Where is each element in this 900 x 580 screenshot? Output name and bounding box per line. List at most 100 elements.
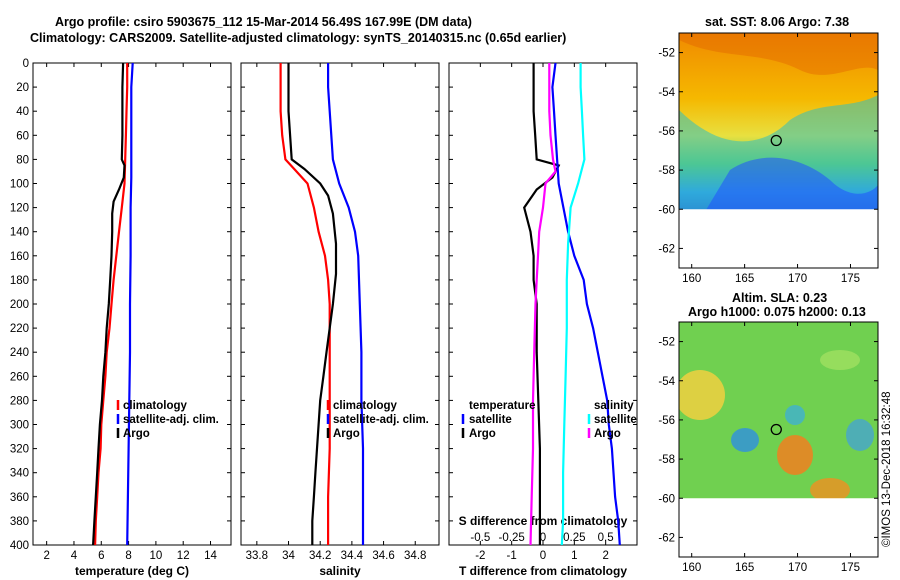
x-tick-label: 1 [571, 550, 577, 562]
legend-label-climatology: climatology [123, 400, 188, 412]
y-tick-label: 0 [23, 58, 29, 70]
x2-tick-label: -0.5 [470, 532, 490, 544]
title-line-2: Climatology: CARS2009. Satellite-adjuste… [30, 31, 566, 45]
map-nodata-area [679, 209, 878, 268]
map-y-tick-label: -58 [658, 165, 675, 177]
map-x-tick-label: 170 [788, 562, 807, 574]
plot-frame [448, 62, 638, 546]
legend-heading-temperature: temperature [469, 400, 535, 412]
sla-low-west [731, 428, 759, 452]
y-tick-label: 200 [10, 299, 29, 311]
y-tick-label: 180 [10, 275, 29, 287]
x2-axis-label: S difference from climatology [459, 514, 628, 528]
x-tick-label: -2 [475, 550, 485, 562]
series-line-climatology [279, 63, 331, 545]
sla-ridge [820, 350, 860, 370]
x-tick-label: 12 [177, 550, 190, 562]
legend-label-satellite_adj: satellite-adj. clim. [123, 414, 219, 426]
x-tick-label: 14 [204, 550, 217, 562]
x2-tick-label: 0.25 [563, 532, 585, 544]
legend-label-argo: Argo [123, 428, 150, 440]
y-tick-label: 20 [16, 82, 29, 94]
sla-low-centre [785, 405, 805, 425]
x-axis-label: T difference from climatology [459, 564, 627, 578]
x-tick-label: 0 [540, 550, 546, 562]
sst-map-title: sat. SST: 8.06 Argo: 7.38 [705, 15, 849, 29]
series-line-temperature-satellite [551, 62, 621, 546]
y-tick-label: 140 [10, 227, 29, 239]
y-tick-label: 240 [10, 347, 29, 359]
map-x-tick-label: 165 [735, 562, 754, 574]
series-line-temperature-argo [523, 63, 561, 545]
y-tick-label: 380 [10, 516, 29, 528]
sla-high-west [679, 370, 725, 420]
map-y-tick-label: -56 [658, 126, 675, 138]
x-axis-label: salinity [319, 564, 361, 578]
x-tick-label: 2 [43, 550, 49, 562]
series-line-argo [287, 63, 338, 545]
map-y-tick-label: -60 [658, 204, 675, 216]
sst-warm-patch [679, 33, 878, 75]
map-x-tick-label: 165 [735, 273, 754, 285]
sla-map-title: Altim. SLA: 0.23 [732, 291, 827, 305]
map-x-tick-label: 175 [841, 562, 860, 574]
y-tick-label: 40 [16, 106, 29, 118]
y-tick-label: 300 [10, 420, 29, 432]
series-line-salinity-argo [529, 63, 557, 546]
sla-high-centre [777, 435, 813, 475]
x-tick-label: 34.8 [404, 550, 426, 562]
y-tick-label: 120 [10, 203, 29, 215]
x-tick-label: 8 [125, 550, 131, 562]
x-tick-label: 6 [98, 550, 104, 562]
map-y-tick-label: -52 [658, 48, 675, 60]
x-tick-label: 34.6 [372, 550, 394, 562]
legend-heading-salinity: salinity [594, 400, 634, 412]
sla-map: -52 -54 -56 -58 -60 -62 160 165 170 175 [658, 321, 879, 574]
difference-panel: -2 -1 0 1 2 T difference from climatology S di… [448, 62, 638, 578]
map-y-tick-label: -56 [658, 415, 675, 427]
x-tick-label: -1 [507, 550, 517, 562]
legend-label-s-argo: Argo [594, 428, 621, 440]
map-nodata-area [679, 498, 878, 557]
x-tick-label: 33.8 [246, 550, 268, 562]
y-tick-label: 60 [16, 130, 29, 142]
series-line-salinity-satellite [560, 63, 586, 546]
y-tick-label: 100 [10, 179, 29, 191]
sla-high-south [810, 478, 850, 502]
legend-label-climatology: climatology [333, 400, 398, 412]
y-tick-label: 320 [10, 444, 29, 456]
sla-low-east [846, 419, 874, 451]
y-tick-label: 260 [10, 371, 29, 383]
map-y-tick-label: -58 [658, 454, 675, 466]
x-tick-label: 34 [282, 550, 295, 562]
map-x-tick-label: 160 [682, 273, 701, 285]
sst-map: -52 -54 -56 -58 -60 -62 160 165 170 175 [658, 32, 879, 285]
map-y-tick-label: -62 [658, 243, 675, 255]
y-tick-label: 400 [10, 540, 29, 552]
map-y-tick-label: -54 [658, 376, 675, 388]
argo-location-marker [770, 134, 782, 147]
legend-label-t-argo: Argo [469, 428, 496, 440]
map-y-tick-label: -54 [658, 87, 675, 99]
legend-label-satellite_adj: satellite-adj. clim. [333, 414, 429, 426]
series-line-satellite-adj-clim- [126, 62, 134, 546]
y-tick-label: 80 [16, 154, 29, 166]
series-line-climatology [94, 63, 129, 546]
legend-label-t-satellite: satellite [469, 414, 512, 426]
title-line-1: Argo profile: csiro 5903675_112 15-Mar-2… [55, 15, 472, 29]
x2-tick-label: 0 [540, 532, 546, 544]
watermark: ©IMOS 13-Dec-2018 16:32:48 [881, 391, 893, 547]
sst-cold-patch [700, 157, 878, 220]
x-axis-label: temperature (deg C) [75, 564, 189, 578]
y-tick-label: 340 [10, 468, 29, 480]
y-tick-label: 280 [10, 395, 29, 407]
map-frame [678, 321, 879, 558]
plot-frame [240, 62, 440, 546]
argo-location-marker [770, 423, 782, 436]
map-x-tick-label: 175 [841, 273, 860, 285]
x-tick-label: 34.4 [341, 550, 364, 562]
series-line-satellite-adj-clim- [327, 63, 365, 545]
temperature-panel: 0 20 40 60 80 100 120 140 160 180 200 220 240 260 280 3… [10, 58, 232, 578]
salinity-panel: 33.8 34 34.2 34.4 34.6 34.8 salinity climatolog… [240, 62, 440, 578]
legend-label-argo: Argo [333, 428, 360, 440]
